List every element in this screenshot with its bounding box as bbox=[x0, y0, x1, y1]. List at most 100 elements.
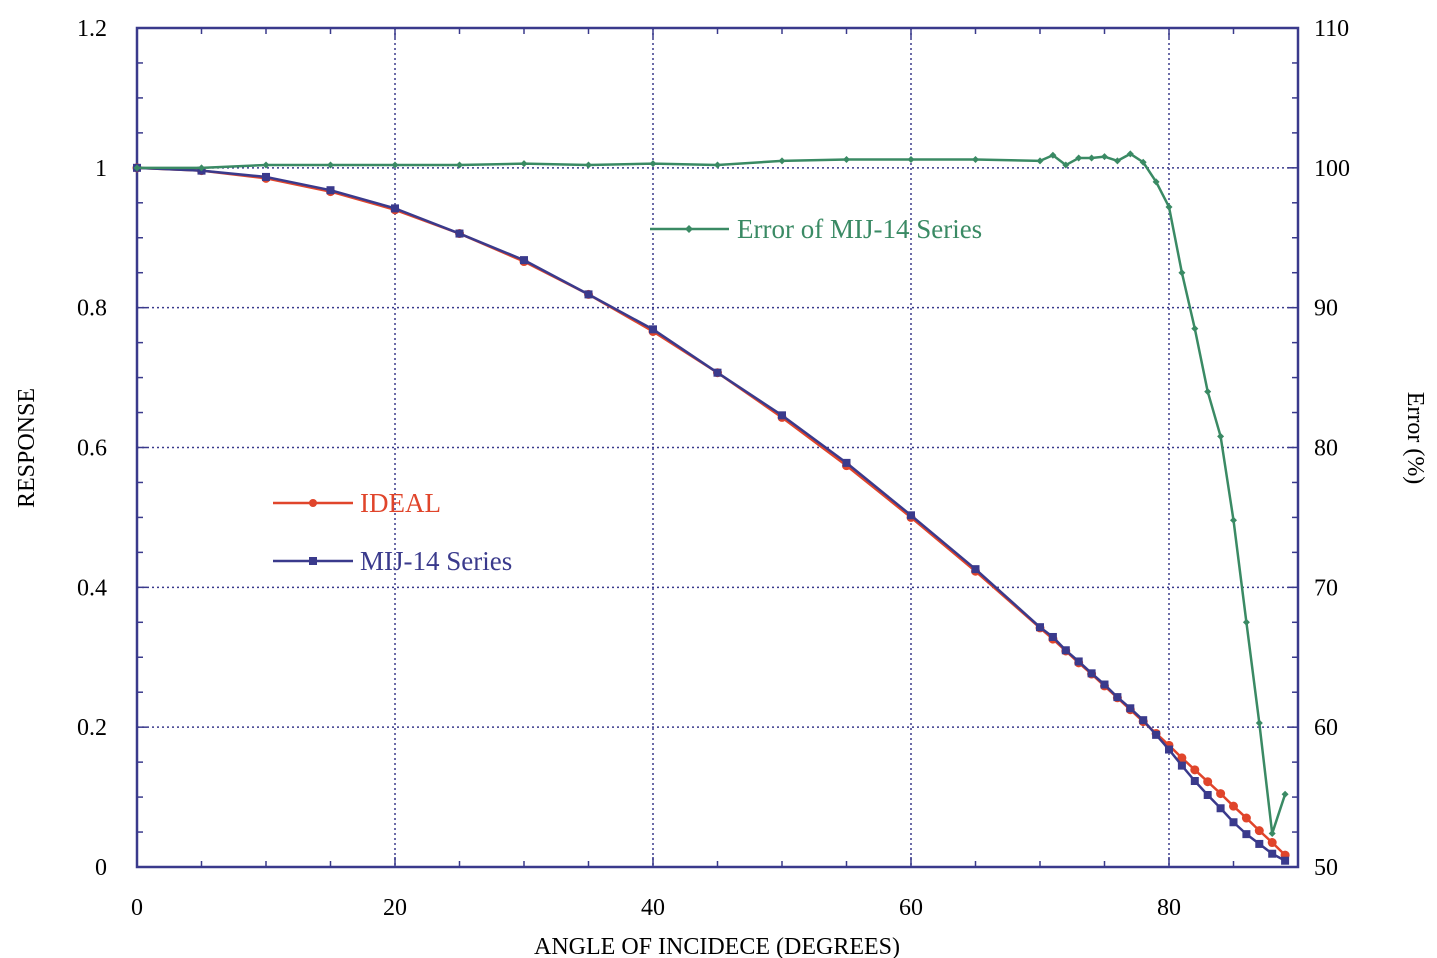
data-point bbox=[1152, 178, 1160, 186]
y-tick-label: 0.6 bbox=[77, 436, 107, 462]
data-point bbox=[391, 161, 399, 169]
data-point bbox=[1203, 790, 1212, 799]
data-point bbox=[1088, 154, 1096, 162]
legend-mij14-marker bbox=[309, 557, 317, 565]
y-tick-label: 1 bbox=[95, 156, 107, 182]
data-point bbox=[1062, 161, 1070, 169]
x-tick-label: 60 bbox=[899, 895, 923, 921]
data-point bbox=[455, 229, 464, 238]
data-point bbox=[520, 160, 528, 168]
data-point bbox=[1113, 693, 1122, 702]
data-point bbox=[1268, 829, 1276, 837]
data-point bbox=[391, 204, 399, 213]
y2-tick-label: 60 bbox=[1314, 715, 1338, 741]
data-point bbox=[1036, 157, 1044, 165]
data-point bbox=[1281, 856, 1290, 865]
data-point bbox=[1242, 618, 1250, 626]
data-point bbox=[1229, 801, 1238, 811]
data-point bbox=[713, 368, 722, 377]
y2-tick-label: 100 bbox=[1314, 156, 1350, 182]
data-point bbox=[1191, 325, 1199, 333]
data-point bbox=[326, 186, 335, 195]
data-point bbox=[133, 164, 141, 172]
y-tick-label: 0.2 bbox=[77, 715, 107, 741]
y2-tick-label: 80 bbox=[1314, 436, 1338, 462]
data-point bbox=[1203, 777, 1213, 787]
data-point bbox=[1061, 646, 1070, 655]
data-point bbox=[585, 161, 592, 169]
data-point bbox=[198, 164, 205, 172]
x-axis-title: ANGLE OF INCIDECE (DEGREES) bbox=[534, 934, 900, 958]
y-axis-title: RESPONSE bbox=[14, 388, 40, 508]
x-tick-label: 0 bbox=[131, 895, 143, 921]
data-point bbox=[972, 155, 979, 163]
data-point bbox=[1165, 203, 1173, 211]
data-point bbox=[1113, 157, 1121, 165]
data-point bbox=[1049, 151, 1057, 159]
data-point bbox=[1267, 838, 1277, 848]
data-point bbox=[1177, 761, 1186, 770]
data-point bbox=[1217, 432, 1225, 440]
data-point bbox=[1101, 153, 1108, 161]
series-1 bbox=[133, 163, 1290, 865]
data-point bbox=[1048, 632, 1057, 641]
y2-tick-label: 110 bbox=[1314, 16, 1349, 42]
y-tick-label: 1.2 bbox=[77, 16, 107, 42]
data-point bbox=[842, 458, 851, 467]
data-point bbox=[1126, 704, 1135, 713]
legend-ideal-label: IDEAL bbox=[360, 488, 441, 518]
data-point bbox=[520, 256, 528, 265]
data-point bbox=[1190, 765, 1200, 775]
x-tick-label: 20 bbox=[383, 895, 407, 921]
data-point bbox=[1230, 516, 1237, 524]
data-point bbox=[262, 161, 270, 169]
y2-tick-label: 70 bbox=[1314, 575, 1338, 601]
y2-tick-label: 50 bbox=[1314, 855, 1338, 881]
y-tick-label: 0 bbox=[95, 855, 107, 881]
y-tick-label: 0.4 bbox=[77, 575, 107, 601]
data-point bbox=[1100, 680, 1109, 689]
data-point bbox=[1165, 745, 1173, 754]
data-point bbox=[907, 511, 915, 520]
data-point bbox=[843, 155, 850, 163]
data-point bbox=[1075, 154, 1083, 162]
data-point bbox=[1268, 849, 1277, 858]
data-point bbox=[971, 565, 980, 574]
data-point bbox=[1254, 826, 1264, 836]
data-point bbox=[1152, 730, 1161, 739]
y2-tick-label: 90 bbox=[1314, 296, 1338, 322]
legend-error: Error of MIJ-14 Series bbox=[650, 214, 982, 244]
data-point bbox=[1126, 150, 1134, 158]
series-line bbox=[136, 166, 1286, 862]
data-point bbox=[778, 157, 786, 165]
tick-labels: 0 20 40 60 80 0 0.2 0.4 0.6 0.8 1 1.2 50 60 70 80 90 100 1… bbox=[77, 16, 1350, 921]
data-point bbox=[1241, 813, 1251, 823]
legend-error-label: Error of MIJ-14 Series bbox=[737, 214, 982, 244]
grid bbox=[137, 28, 1298, 867]
data-point bbox=[1036, 623, 1044, 632]
legend-ideal: IDEAL bbox=[273, 488, 441, 518]
data-point bbox=[456, 161, 463, 169]
series-line bbox=[136, 166, 1286, 857]
y2-axis-title: Error (%) bbox=[1402, 392, 1428, 485]
series-2 bbox=[133, 150, 1289, 837]
data-point bbox=[584, 290, 593, 299]
data-point bbox=[1281, 790, 1289, 798]
data-point bbox=[1139, 716, 1148, 725]
data-point bbox=[778, 411, 786, 420]
series-0 bbox=[132, 163, 1290, 860]
data-point bbox=[1216, 789, 1226, 799]
x-tick-label: 40 bbox=[641, 895, 665, 921]
data-point bbox=[1087, 669, 1096, 678]
data-point bbox=[1074, 657, 1083, 666]
data-point bbox=[1204, 388, 1212, 396]
series bbox=[132, 150, 1290, 865]
data-point bbox=[1255, 839, 1264, 848]
legend-mij14: MIJ-14 Series bbox=[273, 546, 512, 576]
data-point bbox=[1178, 269, 1186, 277]
data-point bbox=[649, 160, 657, 168]
data-point bbox=[1229, 818, 1238, 827]
data-point bbox=[262, 172, 270, 181]
data-point bbox=[327, 161, 334, 169]
